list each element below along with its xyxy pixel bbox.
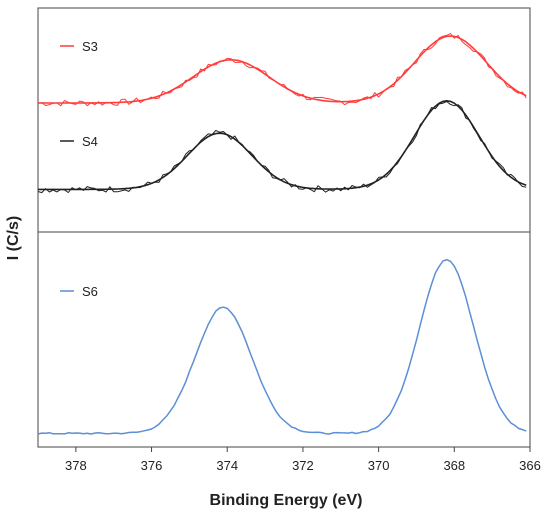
x-tick-label: 374: [216, 458, 238, 473]
top-panel-legend: S3 S4: [60, 39, 98, 149]
x-tick-label: 378: [65, 458, 87, 473]
legend-label-s4: S4: [82, 134, 98, 149]
legend-label-s6: S6: [82, 284, 98, 299]
top-panel-plot: [37, 33, 527, 194]
x-tick-label: 368: [443, 458, 465, 473]
bottom-panel-frame: [37, 231, 531, 448]
x-tick-label: 370: [368, 458, 390, 473]
series-s4-raw-line: [37, 101, 527, 194]
legend-label-s3: S3: [82, 39, 98, 54]
series-s6-line: [37, 258, 527, 435]
series-s3-line: [38, 35, 527, 104]
top-panel-frame: [37, 7, 531, 233]
x-axis-ticks: 378 376 374 372 370 368 366: [65, 447, 541, 473]
series-s3-raw-line: [37, 33, 527, 107]
series-s4-line: [38, 100, 527, 191]
bottom-panel-legend: S6: [60, 284, 98, 299]
x-axis-label: Binding Energy (eV): [210, 492, 363, 509]
x-tick-label: 366: [519, 458, 541, 473]
bottom-panel-plot: [37, 258, 527, 435]
x-tick-label: 372: [292, 458, 314, 473]
x-tick-label: 376: [141, 458, 163, 473]
y-axis-label: I (C/s): [5, 216, 22, 260]
